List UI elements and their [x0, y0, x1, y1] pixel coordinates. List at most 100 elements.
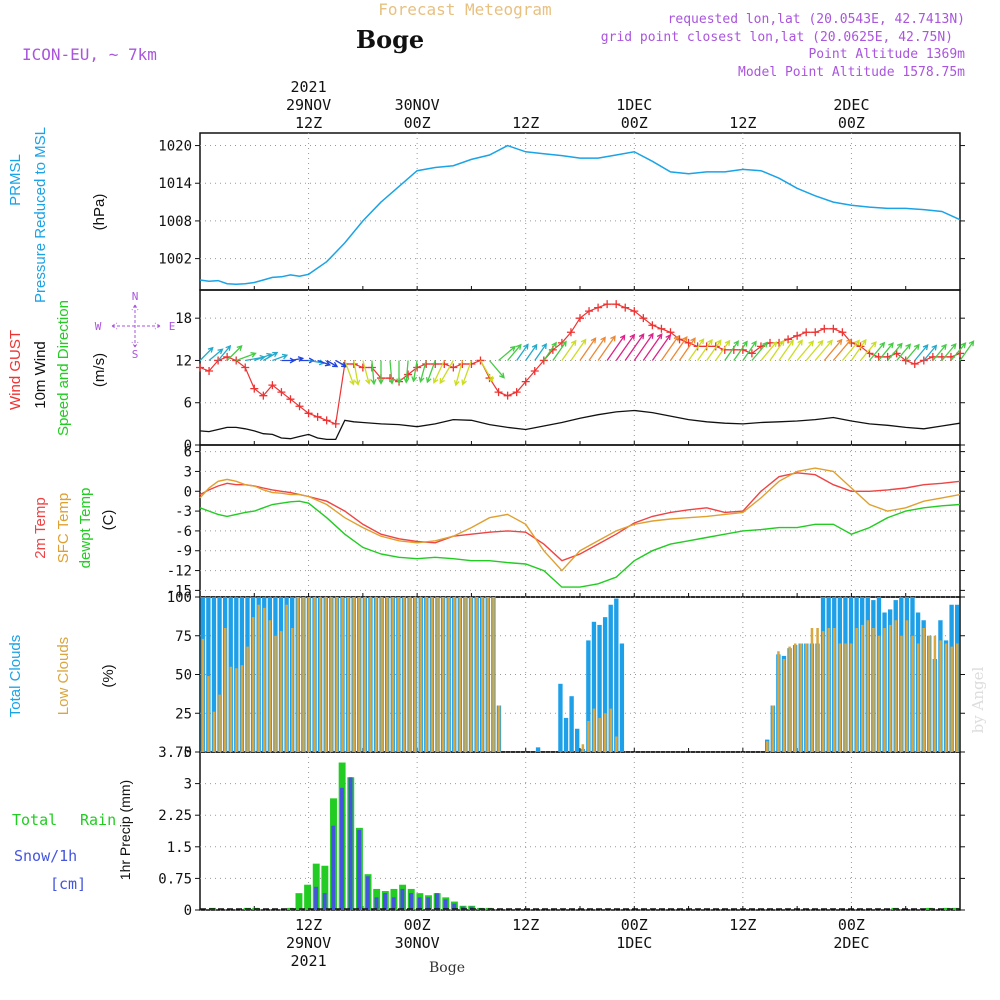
low-cloud-bar — [279, 631, 283, 752]
low-cloud-bar — [877, 635, 881, 752]
wind-arrow — [411, 360, 418, 383]
bottom-time-label: 12Z — [295, 916, 322, 934]
low-cloud-bar — [609, 708, 613, 752]
wind-ytick-label: 18 — [175, 311, 192, 327]
compass-n: N — [132, 290, 139, 303]
wind-arrow — [941, 342, 957, 361]
station-title: Boge — [356, 25, 424, 54]
gust-marker — [322, 416, 331, 425]
wind-arrow — [742, 340, 757, 361]
gust-marker — [241, 363, 250, 372]
total-cloud-bar — [563, 717, 569, 752]
wind-ytick-label: 6 — [184, 396, 192, 412]
wind-arrow — [461, 360, 473, 386]
gust-marker — [829, 324, 838, 333]
low-cloud-bar — [615, 736, 618, 752]
bottom-time-label: 00Z — [404, 916, 431, 934]
wind-arrow — [579, 337, 597, 361]
wind-unit: (m/s) — [91, 353, 108, 387]
snow-bar — [322, 893, 327, 910]
gust-marker — [585, 307, 594, 316]
low-cloud-bar — [408, 597, 411, 752]
low-cloud-bar — [475, 597, 478, 752]
low-cloud-bar — [782, 659, 786, 752]
wind-arrow — [769, 339, 785, 361]
wind-arrow — [425, 360, 436, 384]
gust-marker — [639, 314, 648, 323]
low-cloud-bar — [335, 597, 339, 752]
gust-marker — [838, 328, 847, 337]
temperature-ytick-label: 6 — [184, 445, 192, 461]
gust-marker — [576, 314, 584, 323]
wind-arrow — [778, 339, 794, 361]
wind-arrow — [869, 341, 886, 361]
wind-arrow — [326, 359, 339, 368]
rain-bar — [951, 907, 959, 910]
wind-arrow — [507, 343, 522, 361]
top-time-label: 30NOV — [395, 96, 440, 114]
low-cloud-bar — [402, 597, 406, 752]
gust-marker — [259, 391, 268, 400]
low-cloud-bar — [413, 597, 417, 752]
gust-marker — [630, 307, 639, 316]
rain-bar — [943, 907, 951, 910]
snow-bar — [452, 903, 457, 910]
temperature-ytick-label: -3 — [175, 504, 192, 520]
requested-location: requested lon,lat (20.0543E, 42.7413N) — [668, 12, 965, 27]
gust-marker — [250, 384, 259, 393]
low-cloud-bar — [799, 643, 803, 752]
low-cloud-bar — [425, 597, 428, 752]
gust-marker — [304, 409, 313, 418]
panel-precip: 0 0.75 1.5 2.25 3 3.75 — [158, 745, 965, 919]
wind-frame — [199, 289, 961, 446]
total-cloud-bar — [206, 597, 211, 752]
gust-marker — [648, 321, 657, 330]
wind-arrow — [335, 359, 348, 368]
low-cloud-bar — [771, 705, 775, 752]
precip-ytick-label: 3 — [184, 777, 192, 793]
wind-arrow — [832, 338, 852, 361]
low-cloud-bar — [341, 597, 344, 752]
gust-marker — [494, 388, 503, 397]
gust-marker — [404, 370, 413, 379]
wind-arrow — [688, 338, 705, 361]
low-cloud-bar — [916, 643, 920, 752]
low-cloud-bar — [201, 638, 205, 752]
low-cloud-bar — [330, 597, 333, 752]
temperature-ytick-label: 0 — [184, 484, 192, 500]
low-cloud-bar — [363, 597, 367, 752]
wind-arrow — [353, 360, 361, 386]
wind-arrow — [543, 341, 557, 361]
wind-arrow — [388, 360, 395, 385]
total-clouds-label: Total Clouds — [7, 635, 24, 718]
wind-arrow — [841, 339, 860, 361]
wind-ytick-label: 12 — [175, 353, 192, 369]
low-cloud-bar — [861, 624, 864, 752]
wind-arrow — [715, 339, 731, 361]
low-cloud-bar — [855, 628, 858, 752]
precip-ytick-label: 0.75 — [158, 871, 192, 887]
snow-bar — [365, 876, 370, 910]
gust-marker — [693, 342, 702, 351]
total-cloud-bar — [569, 696, 574, 752]
low-cloud-bar — [212, 711, 216, 752]
credit-label: by Angel — [969, 666, 987, 733]
low-cloud-bar — [346, 597, 350, 752]
low-cloud-bar — [598, 717, 601, 752]
temperature-frame — [199, 444, 961, 598]
snow-bar — [348, 777, 353, 910]
gust-marker — [413, 363, 422, 372]
snow-bar — [400, 888, 405, 910]
low-cloud-bar — [464, 597, 467, 752]
clouds-ytick-label: 25 — [175, 706, 192, 722]
wind-arrow — [498, 345, 517, 361]
low-cloud-bar — [257, 604, 260, 752]
snow-bar — [357, 829, 362, 910]
low-cloud-bar — [453, 597, 456, 752]
wind10m-label: 10m Wind — [32, 341, 49, 409]
snow-bar — [434, 893, 439, 910]
low-cloud-bar — [833, 628, 836, 752]
